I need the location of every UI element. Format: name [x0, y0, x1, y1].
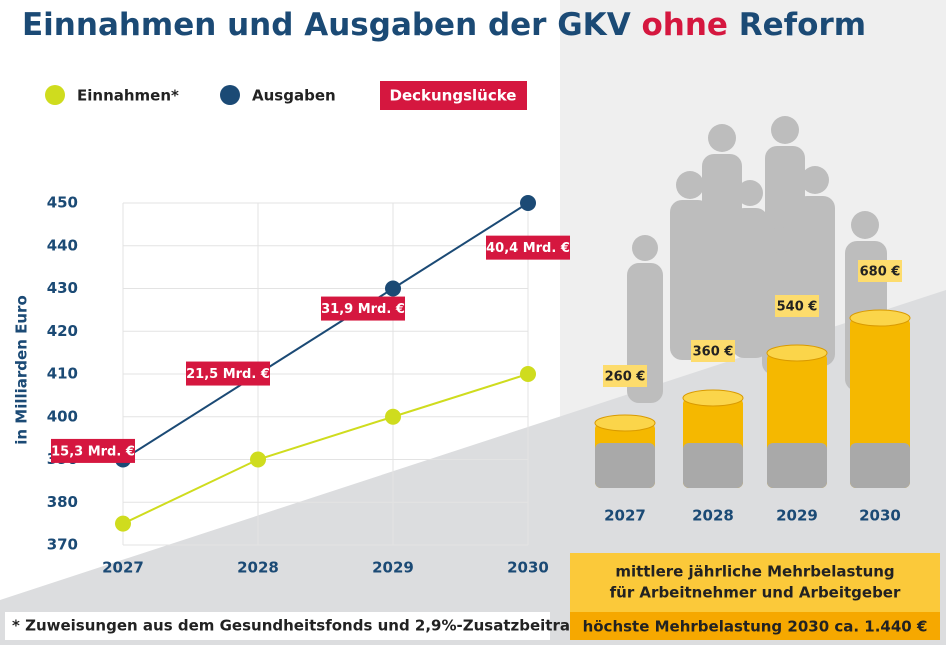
title-highlight: ohne [642, 7, 728, 43]
y-tick-label: 380 [47, 493, 78, 511]
footnote: * Zuweisungen aus dem Gesundheitsfonds u… [12, 617, 581, 635]
legend-label: Einnahmen* [77, 87, 179, 105]
data-point [520, 195, 536, 211]
caption-box [570, 553, 940, 612]
title-part: Einnahmen und Ausgaben der GKV [22, 7, 631, 43]
highlight-box [570, 612, 940, 640]
x-tick-label: 2028 [692, 507, 734, 525]
x-tick-label: 2029 [776, 507, 818, 525]
coin-top [594, 414, 656, 432]
gap-label: 40,4 Mrd. € [486, 241, 570, 256]
x-tick-label: 2030 [507, 559, 549, 577]
value-label: 360 € [693, 345, 734, 360]
y-axis-label: in Milliarden Euro [13, 295, 31, 445]
gap-label: 15,3 Mrd. € [51, 444, 135, 459]
coin-stack-silver [683, 443, 743, 488]
y-tick-label: 440 [47, 236, 78, 254]
value-label-box [691, 340, 735, 362]
value-label: 680 € [860, 265, 901, 280]
x-tick-label: 2027 [604, 507, 646, 525]
y-tick-label: 400 [47, 407, 78, 425]
legend-marker [380, 81, 527, 110]
x-tick-label: 2027 [102, 559, 144, 577]
data-point [385, 408, 401, 425]
chart-title: Einnahmen und Ausgaben der GKV ohne Refo… [22, 7, 866, 43]
coin-top [766, 344, 828, 362]
series-line [122, 373, 529, 525]
x-tick-label: 2030 [859, 507, 901, 525]
gap-label-box [51, 438, 135, 463]
coin-top [682, 389, 744, 407]
series-line [122, 202, 529, 461]
y-tick-label: 410 [47, 365, 78, 383]
footnote-box [5, 612, 550, 640]
y-tick-label: 420 [47, 322, 78, 340]
legend-marker [45, 85, 65, 105]
legend-label: Ausgaben [252, 87, 336, 105]
legend-label: Deckungslücke [390, 87, 517, 105]
gap-label-box [186, 361, 270, 386]
data-point [385, 280, 401, 297]
x-tick-label: 2029 [372, 559, 414, 577]
coin-top [849, 309, 911, 327]
value-label-box [775, 295, 819, 317]
gap-label: 31,9 Mrd. € [321, 302, 405, 317]
value-label-box [603, 365, 647, 387]
data-point [250, 451, 266, 468]
value-label: 540 € [777, 300, 818, 315]
title-part: Reform [739, 7, 866, 43]
coin-stack-silver [595, 443, 655, 488]
gap-label-box [321, 296, 405, 321]
gap-label: 21,5 Mrd. € [186, 367, 270, 382]
value-label: 260 € [605, 370, 646, 385]
data-point [520, 366, 536, 382]
x-tick-label: 2028 [237, 559, 279, 577]
caption-line: für Arbeitnehmer und Arbeitgeber [610, 584, 901, 602]
caption-line: mittlere jährliche Mehrbelastung [615, 563, 894, 581]
y-tick-label: 370 [47, 536, 78, 554]
legend-marker [220, 85, 240, 105]
value-label-box [858, 260, 902, 282]
gap-label-box [486, 235, 570, 260]
coin-stack-silver [850, 443, 910, 488]
data-point [115, 515, 131, 532]
highlight-text: höchste Mehrbelastung 2030 ca. 1.440 € [583, 618, 928, 636]
coin-stack-silver [767, 443, 827, 488]
y-tick-label: 430 [47, 279, 78, 297]
y-tick-label: 450 [47, 194, 78, 212]
